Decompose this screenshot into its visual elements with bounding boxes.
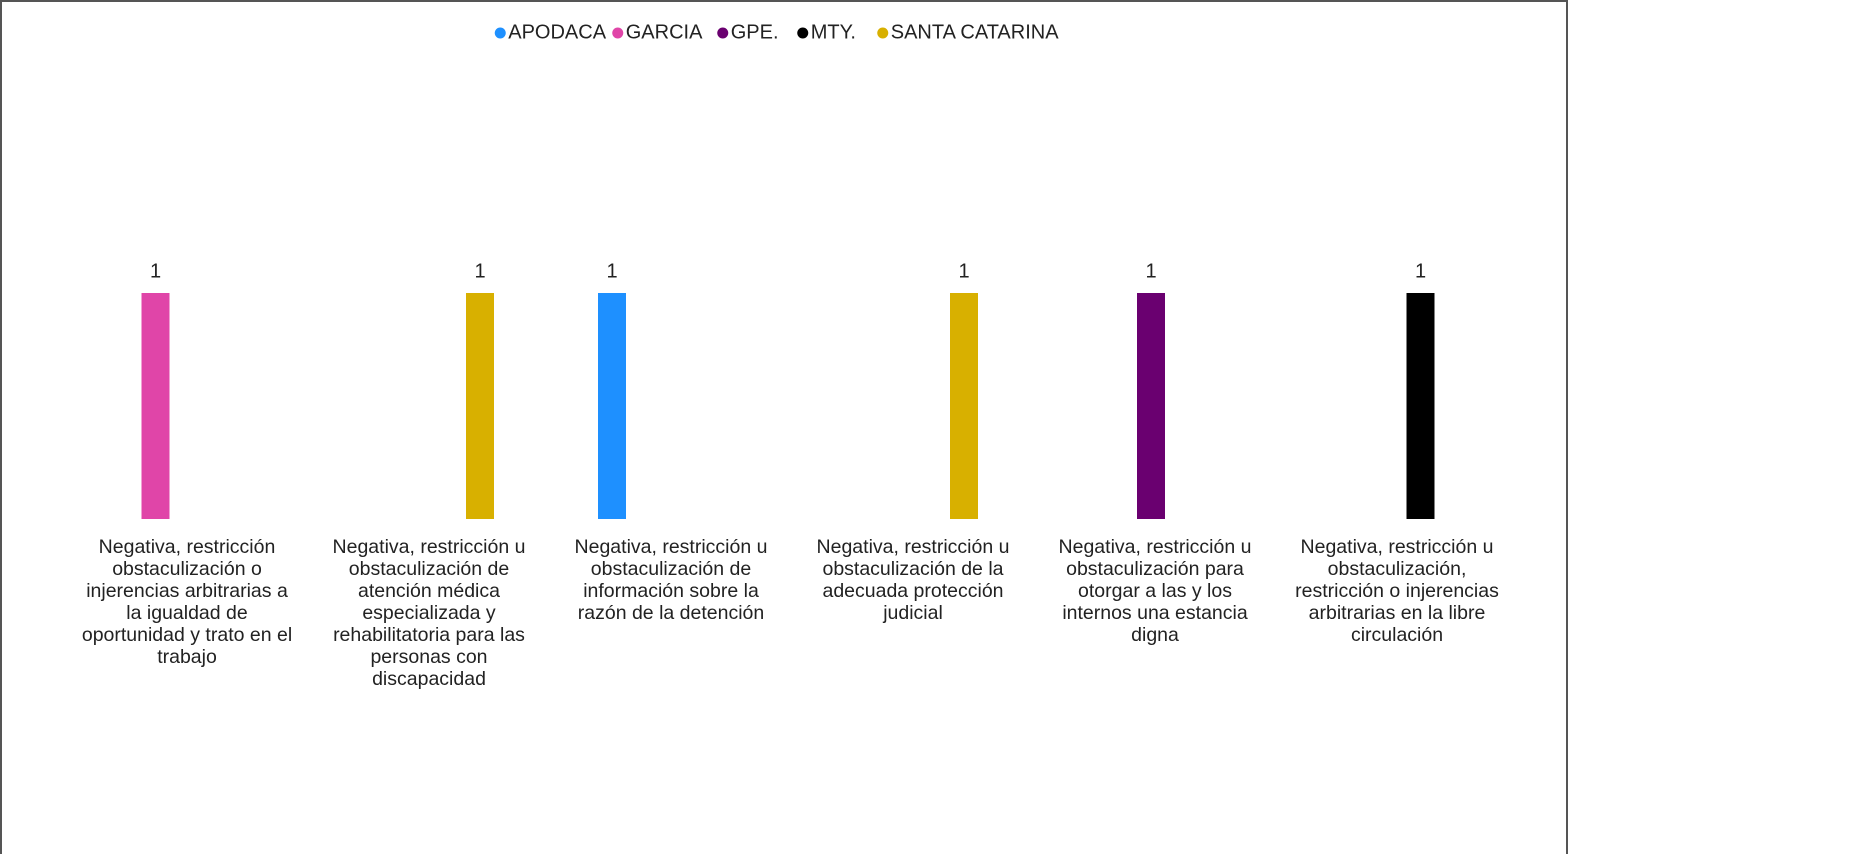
x-tick-label: Negativa, restricción u obstaculización … — [332, 536, 526, 690]
bar — [1137, 293, 1165, 519]
x-tick-label: Negativa, restricción obstaculización o … — [81, 536, 293, 668]
x-tick-label: Negativa, restricción u obstaculización … — [816, 536, 1010, 624]
data-label: 1 — [150, 260, 161, 282]
legend-label: GARCIA — [626, 21, 703, 43]
legend-label: APODACA — [508, 21, 606, 43]
x-tick-label: Negativa, restricción u obstaculización … — [1058, 536, 1252, 646]
legend-label: GPE. — [731, 21, 779, 43]
data-label: 1 — [1145, 260, 1156, 282]
bar — [466, 293, 494, 519]
legend-marker — [877, 27, 889, 39]
bar — [141, 293, 170, 519]
x-tick-label: Negativa, restricción u obstaculización … — [574, 536, 768, 624]
legend-marker — [717, 27, 729, 39]
data-label: 1 — [1415, 260, 1426, 282]
legend-label: MTY. — [811, 21, 856, 43]
frame — [0, 0, 1568, 854]
bar — [950, 293, 978, 519]
bar — [1406, 293, 1435, 519]
x-tick-label: Negativa, restricción u obstaculización,… — [1295, 536, 1499, 646]
legend-marker — [494, 27, 506, 39]
data-label: 1 — [606, 260, 617, 282]
bar — [598, 293, 626, 519]
legend-marker — [612, 27, 624, 39]
data-label: 1 — [958, 260, 969, 282]
data-label: 1 — [474, 260, 485, 282]
legend-label: SANTA CATARINA — [891, 21, 1059, 43]
legend-marker — [797, 27, 809, 39]
